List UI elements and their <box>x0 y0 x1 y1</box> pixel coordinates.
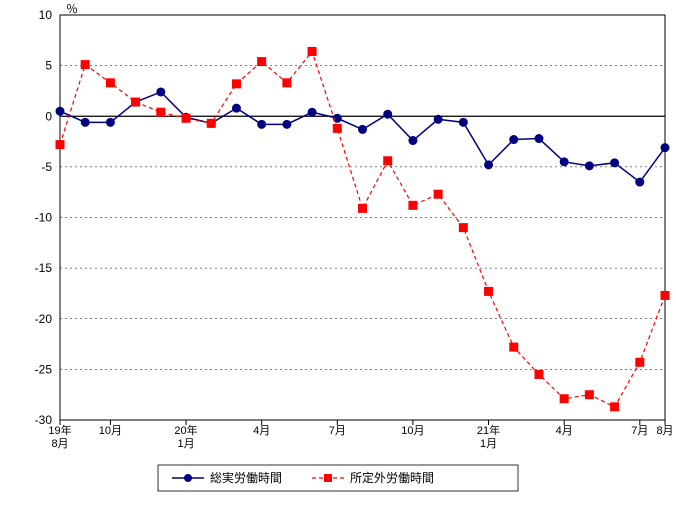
svg-text:所定外労働時間: 所定外労働時間 <box>350 470 434 485</box>
svg-text:1月: 1月 <box>177 438 194 450</box>
svg-text:-10: -10 <box>35 211 53 225</box>
svg-text:4月: 4月 <box>253 425 270 437</box>
svg-text:％: ％ <box>66 2 78 16</box>
svg-text:4月: 4月 <box>556 425 573 437</box>
svg-text:-5: -5 <box>41 160 52 174</box>
svg-text:0: 0 <box>45 109 52 123</box>
svg-text:8月: 8月 <box>51 438 68 450</box>
svg-text:10: 10 <box>39 8 53 22</box>
svg-text:21年: 21年 <box>477 423 500 437</box>
svg-text:19年: 19年 <box>48 423 71 437</box>
svg-text:10月: 10月 <box>401 425 424 437</box>
svg-text:-15: -15 <box>35 261 53 275</box>
svg-text:8月: 8月 <box>656 425 673 437</box>
svg-text:5: 5 <box>45 59 52 73</box>
svg-text:7月: 7月 <box>329 425 346 437</box>
chart-container: -30-25-20-15-10-50510％19年8月10月20年1月4月7月1… <box>0 0 676 505</box>
svg-text:1月: 1月 <box>480 438 497 450</box>
svg-text:総実労働時間: 総実労働時間 <box>210 470 282 485</box>
svg-text:10月: 10月 <box>99 425 122 437</box>
line-chart: -30-25-20-15-10-50510％19年8月10月20年1月4月7月1… <box>0 0 676 505</box>
svg-text:20年: 20年 <box>174 423 197 437</box>
svg-text:-20: -20 <box>35 312 53 326</box>
svg-text:7月: 7月 <box>631 425 648 437</box>
svg-text:-25: -25 <box>35 362 53 376</box>
